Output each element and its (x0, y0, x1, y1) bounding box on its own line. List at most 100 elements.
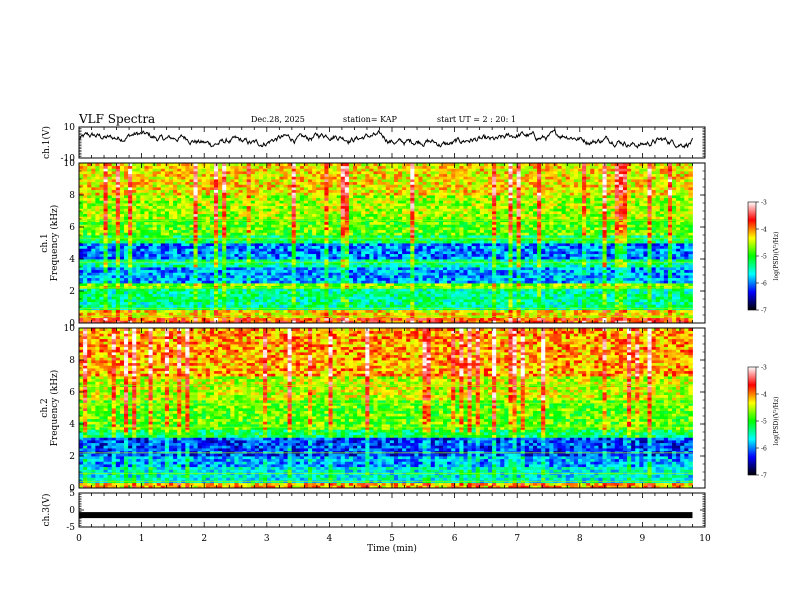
ch1-spectrogram-cell (99, 320, 104, 324)
ch1-spectrogram-cell (238, 312, 243, 316)
ch1-spectrogram-cell (79, 288, 84, 292)
ch1-spectrogram-cell (189, 277, 194, 281)
ch1-spectrogram-cell (373, 304, 378, 308)
ch1-spectrogram-cell (344, 301, 350, 305)
ch1-spectrogram-cell (320, 253, 325, 257)
ch1-spectrogram-cell (577, 264, 583, 268)
ch1-spectrogram-cell (295, 296, 301, 300)
ch1-spectrogram-cell (197, 312, 203, 316)
ch1-spectrogram-cell (336, 240, 342, 244)
ch1-spectrogram-cell (651, 267, 657, 271)
ch1-spectrogram-cell (385, 237, 391, 241)
ch1-spectrogram-cell (561, 256, 567, 260)
ch1-spectrogram-cell (492, 275, 497, 279)
ch1-spectrogram-cell (418, 304, 423, 308)
ch1-spectrogram-cell (258, 240, 264, 244)
ch1-spectrogram-cell (573, 283, 579, 287)
ch1-spectrogram-cell (577, 312, 583, 316)
ch1-spectrogram-cell (443, 259, 448, 263)
ch1-spectrogram-cell (459, 288, 464, 292)
ch1-spectrogram-cell (193, 312, 199, 316)
ch1-spectrogram-cell (152, 253, 158, 257)
ch1-spectrogram-cell (119, 280, 125, 284)
ch1-spectrogram-cell (144, 245, 149, 249)
ch1-spectrogram-cell (414, 272, 419, 276)
ch1-spectrogram-cell (381, 296, 387, 300)
ch1-spectrogram-cell (610, 309, 616, 313)
ch1-spectrogram-cell (663, 275, 669, 279)
ch1-spectrogram-cell (594, 272, 599, 276)
ch1-spectrogram-cell (643, 293, 648, 297)
ch1-spectrogram-cell (680, 304, 685, 308)
ch1-spectrogram-cell (402, 283, 407, 287)
ch1-spectrogram-cell (385, 296, 391, 300)
ch1-spectrogram-cell (602, 296, 607, 300)
ch1-spectrogram-cell (140, 235, 145, 239)
ch1-spectrogram-cell (512, 251, 518, 255)
ch1-spectrogram-cell (684, 240, 689, 244)
ch1-spectrogram-cell (148, 309, 154, 313)
ch1-spectrogram-cell (516, 243, 522, 247)
ch1-spectrogram-cell (107, 291, 113, 295)
ch1-spectrogram-cell (140, 259, 145, 263)
ch1-spectrogram-cell (324, 291, 329, 295)
ch1-spectrogram-cell (602, 301, 607, 305)
ch1-spectrogram-cell (492, 304, 497, 308)
ch1-spectrogram-cell (622, 299, 628, 303)
ch1-spectrogram-cell (418, 299, 423, 303)
ch1-spectrogram-cell (275, 251, 280, 255)
ch1-spectrogram-cell (684, 285, 689, 289)
ch1-spectrogram-cell (483, 256, 489, 260)
ch1-spectrogram-cell (410, 277, 415, 281)
ch1-spectrogram-cell (267, 277, 272, 281)
ch1-spectrogram-cell (357, 240, 362, 244)
ch1-spectrogram-cell (639, 251, 644, 255)
ch1-spectrogram-cell (189, 248, 194, 252)
ch1-spectrogram-cell (152, 317, 158, 321)
ch1-spectrogram-cell (627, 288, 632, 292)
ch1-spectrogram-cell (119, 299, 125, 303)
ch1-spectrogram-cell (148, 253, 154, 257)
ch1-spectrogram-cell (148, 312, 154, 316)
ch1-spectrogram-cell (541, 269, 546, 273)
ch1-spectrogram-cell (152, 301, 158, 305)
ch1-spectrogram-cell (500, 285, 505, 289)
ch1-spectrogram-cell (455, 253, 460, 257)
ch1-spectrogram-cell (144, 291, 149, 295)
ch1-spectrogram-cell (119, 248, 125, 252)
ch1-spectrogram-cell (631, 245, 636, 249)
ch1-spectrogram-cell (303, 264, 309, 268)
ch1-spectrogram-cell (643, 317, 648, 321)
ch1-spectrogram-cell (549, 248, 554, 252)
ch1-spectrogram-cell (275, 245, 280, 249)
ch1-spectrogram-cell (676, 275, 681, 279)
ch1-spectrogram-cell (467, 317, 473, 321)
ch1-spectrogram-cell (123, 261, 129, 265)
ch1-spectrogram-cell (676, 248, 681, 252)
ch1-spectrogram-cell (483, 275, 489, 279)
ch1-spectrogram-cell (275, 293, 280, 297)
ch1-spectrogram-cell (87, 317, 92, 321)
ch1-spectrogram-cell (557, 267, 562, 271)
ch1-spectrogram-cell (508, 288, 513, 292)
ch1-spectrogram-cell (111, 296, 117, 300)
ch1-spectrogram-cell (410, 275, 415, 279)
ch1-spectrogram-cell (316, 285, 321, 289)
ch1-spectrogram-cell (95, 309, 100, 313)
ch1-spectrogram-cell (659, 317, 665, 321)
ch1-spectrogram-cell (402, 245, 407, 249)
ch1-spectrogram-cell (348, 304, 354, 308)
ch1-spectrogram-cell (557, 280, 562, 284)
ch1-spectrogram-cell (140, 301, 145, 305)
ch1-spectrogram-cell (467, 251, 473, 255)
ch1-spectrogram-cell (218, 267, 223, 271)
ch1-spectrogram-cell (610, 248, 616, 252)
ch1-spectrogram-cell (242, 296, 248, 300)
ch1-spectrogram-cell (177, 283, 182, 287)
ch1-spectrogram-cell (635, 288, 640, 292)
ch1-spectrogram-cell (508, 253, 513, 257)
ch1-spectrogram-cell (532, 261, 538, 265)
ch1-spectrogram-cell (254, 251, 260, 255)
ch1-spectrogram-cell (659, 264, 665, 268)
ch1-spectrogram-cell (275, 301, 280, 305)
